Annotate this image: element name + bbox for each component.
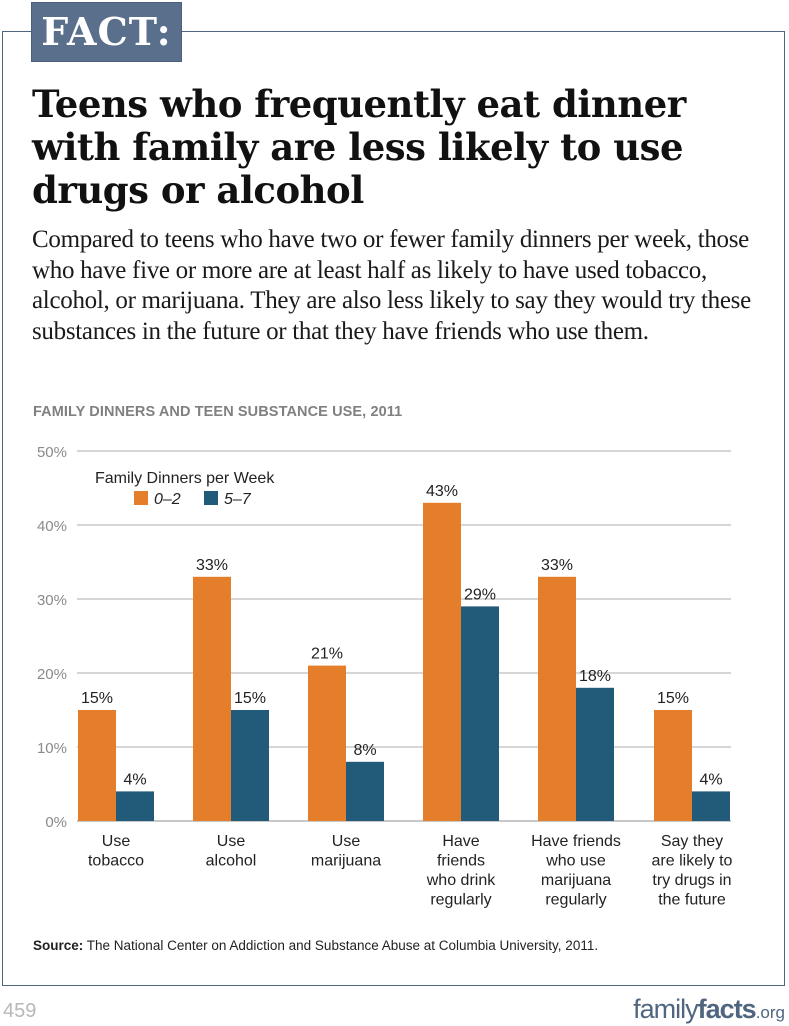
y-tick-label: 0% xyxy=(45,814,67,831)
x-category-line: the future xyxy=(658,892,726,909)
x-category-label: Use marijuana xyxy=(311,833,381,870)
page-number: 459 xyxy=(3,1000,37,1022)
bar-0-2 xyxy=(78,710,116,821)
x-category-label: Use alcohol xyxy=(206,833,257,870)
data-label: 4% xyxy=(123,771,146,788)
bar-0-2 xyxy=(423,502,461,821)
bar-0-2 xyxy=(538,576,576,821)
data-label: 18% xyxy=(579,668,611,685)
bar-5-7 xyxy=(116,791,154,821)
x-category-line: regularly xyxy=(430,892,491,909)
x-category-line: Have friends xyxy=(531,833,621,850)
source-label: Source: xyxy=(33,938,84,953)
y-tick-label: 30% xyxy=(37,592,67,609)
data-label: 8% xyxy=(353,742,376,759)
data-labels: 15% 33% 21% 43% 33% 15% 4% 15% 8% 29% 18% 4% xyxy=(81,483,723,789)
legend-title: Family Dinners per Week xyxy=(95,470,275,487)
bar-5-7 xyxy=(692,791,730,821)
data-label: 4% xyxy=(699,771,722,788)
summary-text: Compared to teens who have two or fewer … xyxy=(32,226,751,345)
y-tick-label: 50% xyxy=(37,444,67,461)
x-category-line: Use xyxy=(102,833,131,850)
bar-chart: 0%10%20%30%40%50% 15%33%21%43%33%15%4%15… xyxy=(37,444,733,909)
logo-part-org: .org xyxy=(755,1003,785,1022)
y-axis-ticks: 0% 10% 20% 30% 40% 50% xyxy=(37,444,67,831)
x-category-label: Have friends who use marijuana regularly xyxy=(531,833,621,909)
x-category-line: who drink xyxy=(426,872,496,889)
data-label: 33% xyxy=(196,557,228,574)
data-label: 29% xyxy=(464,586,496,603)
x-category-line: Have xyxy=(442,833,479,850)
x-category-line: Use xyxy=(332,833,361,850)
bar-5-7 xyxy=(461,606,499,821)
gridlines xyxy=(77,450,731,822)
bar-0-2 xyxy=(308,665,346,821)
y-tick-label: 10% xyxy=(37,740,67,757)
bars xyxy=(78,502,730,821)
x-axis-categories: Use tobacco Use alcohol Use marijuana Have frie… xyxy=(88,833,733,909)
legend-swatch-5-7 xyxy=(204,491,218,505)
x-category-line: regularly xyxy=(545,892,606,909)
bar-0-2 xyxy=(654,710,692,821)
legend-label-5-7: 5–7 xyxy=(224,491,252,508)
legend-swatch-0-2 xyxy=(134,491,148,505)
source-note: Source: The National Center on Addiction… xyxy=(33,938,598,953)
data-label: 33% xyxy=(541,557,573,574)
data-label: 43% xyxy=(426,483,458,500)
x-category-label: Say they are likely to try drugs in the fut… xyxy=(652,833,733,909)
y-tick-label: 40% xyxy=(37,518,67,535)
bar-5-7 xyxy=(231,710,269,821)
bar-5-7 xyxy=(346,761,384,821)
bar-5-7 xyxy=(576,687,614,821)
x-category-line: marijuana xyxy=(541,872,611,889)
fact-badge: FACT: xyxy=(31,2,182,62)
x-category-label: Use tobacco xyxy=(88,833,144,870)
x-category-line: who use xyxy=(545,853,606,870)
legend: Family Dinners per Week 0–2 5–7 xyxy=(95,470,275,508)
logo-part-facts: facts xyxy=(697,994,757,1024)
y-tick-label: 20% xyxy=(37,666,67,683)
data-label: 15% xyxy=(234,690,266,707)
source-text: The National Center on Addiction and Sub… xyxy=(86,938,599,953)
x-category-line: try drugs in xyxy=(652,872,731,889)
x-category-line: friends xyxy=(437,853,485,870)
headline: Teens who frequently eat dinner with fam… xyxy=(32,82,686,212)
data-label: 15% xyxy=(657,690,689,707)
legend-label-0-2: 0–2 xyxy=(154,491,181,508)
bar-0-2 xyxy=(193,576,231,821)
data-label: 21% xyxy=(311,646,343,663)
x-category-line: tobacco xyxy=(88,853,144,870)
x-category-line: marijuana xyxy=(311,853,381,870)
x-category-line: Use xyxy=(217,833,246,850)
x-category-line: alcohol xyxy=(206,853,257,870)
familyfacts-logo[interactable]: familyfacts.org xyxy=(633,994,785,1025)
x-category-line: Say they xyxy=(661,833,723,850)
data-label: 15% xyxy=(81,690,113,707)
x-category-label: Have friends who drink regularly xyxy=(426,833,496,909)
logo-part-family: family xyxy=(633,994,699,1024)
chart-title: FAMILY DINNERS AND TEEN SUBSTANCE USE, 2… xyxy=(33,404,403,420)
content-frame xyxy=(2,31,785,986)
x-category-line: are likely to xyxy=(652,853,733,870)
